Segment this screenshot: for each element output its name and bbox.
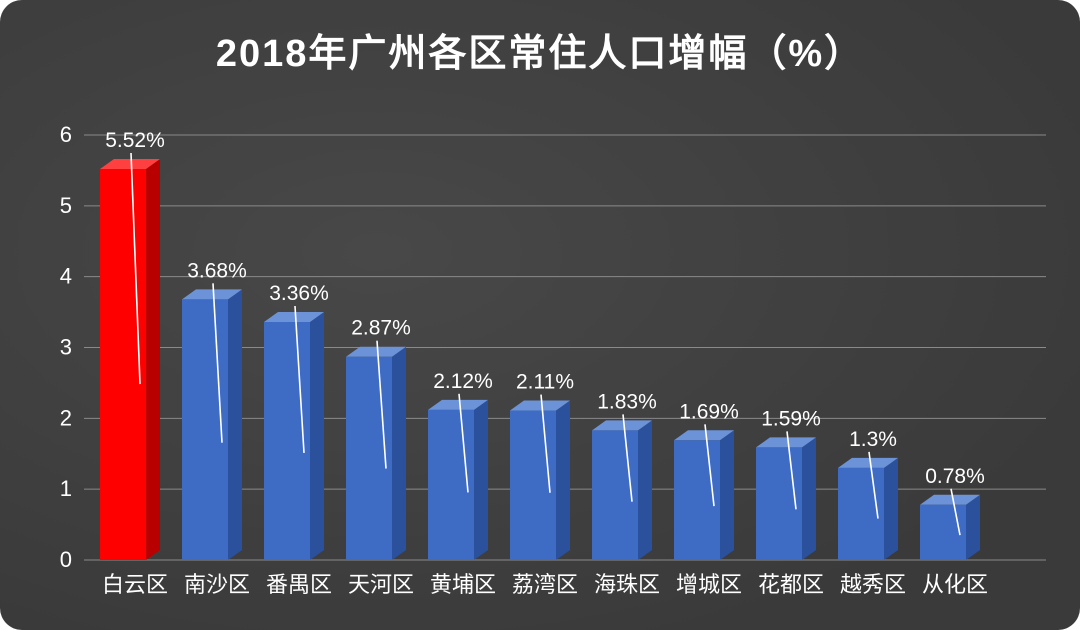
y-axis-label: 4 <box>60 264 72 289</box>
bar-side-face <box>802 437 816 560</box>
bar-group: 3.68% 南沙区 <box>182 259 250 597</box>
value-label: 3.36% <box>269 282 329 305</box>
y-axis-label: 5 <box>60 193 72 218</box>
leader-line <box>130 152 141 385</box>
bar-front-face <box>100 169 146 560</box>
leader-line <box>212 283 223 443</box>
bar-front-face <box>346 356 392 560</box>
bar-side-face <box>310 312 324 560</box>
value-label: 5.52% <box>105 129 165 152</box>
bar-top-face <box>182 289 242 300</box>
category-label: 增城区 <box>676 572 742 597</box>
leader-line <box>704 424 715 507</box>
value-label: 2.12% <box>433 370 493 393</box>
bar-side-face <box>392 346 406 560</box>
bar-top-face <box>920 494 980 505</box>
value-label: 1.83% <box>597 390 657 413</box>
y-axis-label: 6 <box>60 122 72 147</box>
leader-line <box>622 414 633 502</box>
bar-top-face <box>346 346 406 357</box>
bar-front-face <box>264 322 310 560</box>
leader-line <box>786 431 797 510</box>
category-label: 天河区 <box>348 572 414 597</box>
bar-group: 2.87% 天河区 <box>346 317 414 597</box>
leader-line <box>540 394 551 493</box>
bar-side-face <box>556 400 570 560</box>
bar-front-face <box>428 409 474 560</box>
bar-group: 2.11% 荔湾区 <box>510 371 578 597</box>
category-label: 荔湾区 <box>512 572 578 597</box>
bar-top-face <box>838 457 898 468</box>
bar-front-face <box>756 447 802 560</box>
bar-group: 5.52% 白云区 <box>100 129 168 597</box>
bar-group: 3.36% 番禺区 <box>264 282 332 597</box>
category-label: 海珠区 <box>594 572 660 597</box>
bar-group: 1.3% 越秀区 <box>838 428 906 597</box>
bar-front-face <box>182 299 228 560</box>
y-axis-label: 1 <box>60 476 72 501</box>
category-label: 花都区 <box>758 572 824 597</box>
bar-top-face <box>592 420 652 431</box>
y-axis-label: 2 <box>60 405 72 430</box>
bar-group: 1.83% 海珠区 <box>592 390 660 597</box>
bar-top-face <box>100 159 160 169</box>
bar-group: 1.69% 增城区 <box>674 400 742 597</box>
leader-line <box>868 451 879 519</box>
value-label: 3.68% <box>187 259 247 282</box>
category-label: 越秀区 <box>840 572 906 597</box>
leader-line <box>458 393 469 493</box>
category-label: 黄埔区 <box>430 572 496 597</box>
bar-top-face <box>428 399 488 410</box>
bar-side-face <box>474 399 488 560</box>
bar-side-face <box>228 289 242 560</box>
chart-title: 2018年广州各区常住人口增幅（%） <box>215 33 865 75</box>
bar-group: 2.12% 黄埔区 <box>428 370 496 597</box>
bar-front-face <box>592 430 638 560</box>
category-label: 番禺区 <box>266 572 332 597</box>
bar-group: 1.59% 花都区 <box>756 407 824 597</box>
bar-top-face <box>756 437 816 448</box>
bar-top-face <box>674 430 734 441</box>
bar-side-face <box>966 494 980 560</box>
bar-front-face <box>838 467 884 560</box>
bar-top-face <box>510 400 570 411</box>
bar-side-face <box>720 430 734 560</box>
leader-line <box>294 305 305 453</box>
leader-line <box>950 488 961 536</box>
value-label: 2.11% <box>516 371 574 394</box>
category-label: 从化区 <box>922 572 988 597</box>
value-label: 1.69% <box>679 400 739 423</box>
bar-front-face <box>920 504 966 560</box>
value-label: 1.3% <box>849 428 897 451</box>
bar-front-face <box>674 440 720 560</box>
category-label: 南沙区 <box>184 572 250 597</box>
y-axis-label: 3 <box>60 335 72 360</box>
leader-line <box>376 340 387 469</box>
value-label: 0.78% <box>925 465 985 488</box>
bar-group: 0.78% 从化区 <box>920 465 988 597</box>
bar-top-face <box>264 312 324 322</box>
value-label: 2.87% <box>351 317 411 340</box>
category-label: 白云区 <box>102 572 168 597</box>
value-label: 1.59% <box>761 407 821 430</box>
bar-side-face <box>884 457 898 560</box>
y-axis-label: 0 <box>60 547 72 572</box>
bar-side-face <box>638 420 652 560</box>
bar-side-face <box>146 159 160 560</box>
bar-front-face <box>510 410 556 560</box>
